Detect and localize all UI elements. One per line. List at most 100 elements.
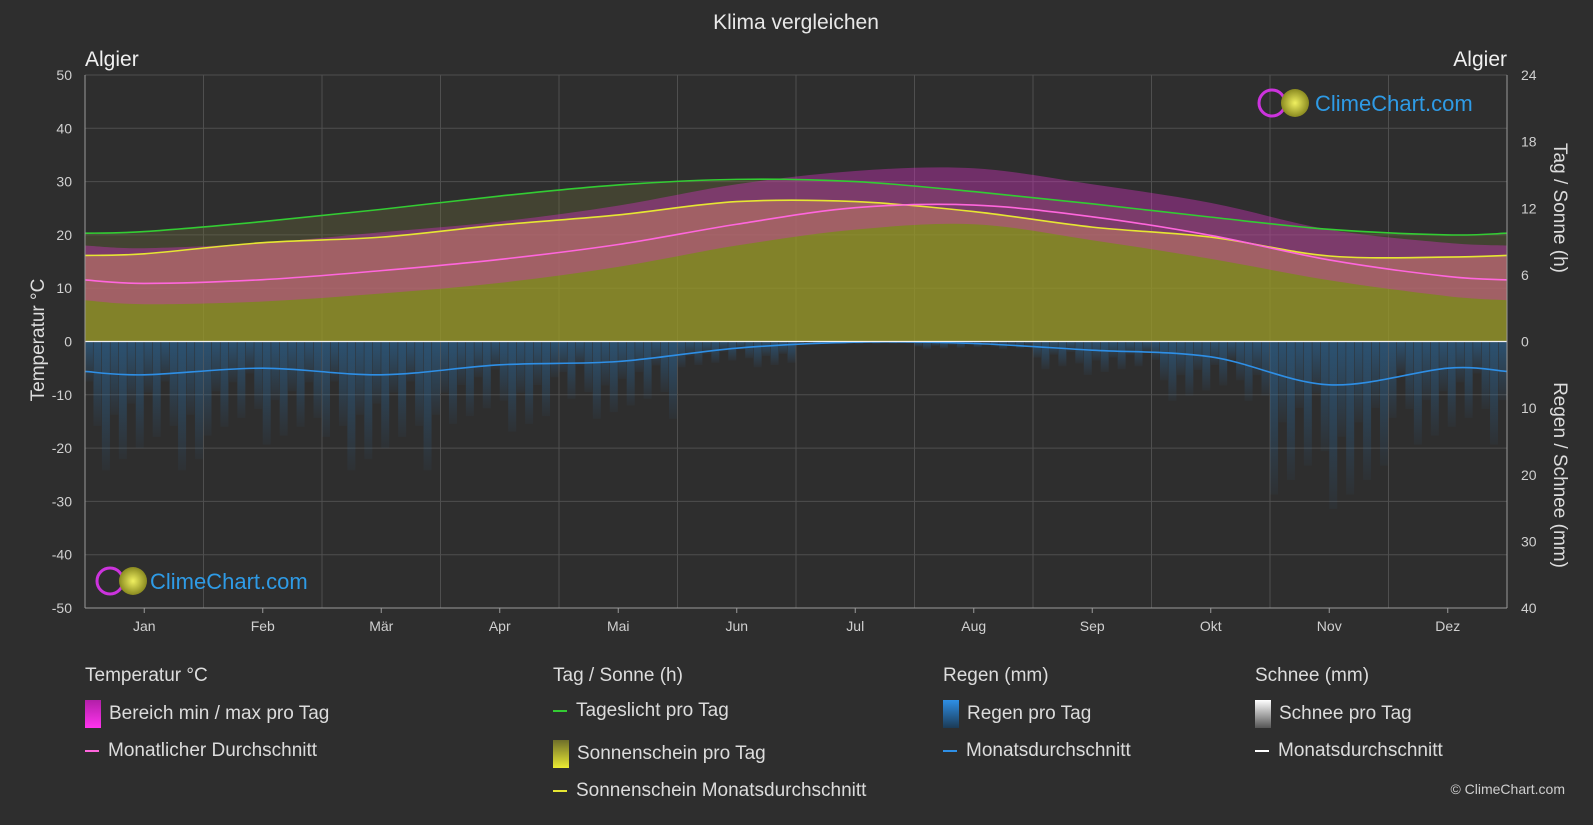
rain-bar: [779, 341, 788, 354]
rain-bar: [1371, 341, 1380, 408]
rain-bar: [1456, 341, 1465, 383]
y-axis-label-left: Temperatur °C: [28, 279, 49, 402]
rain-bar: [1473, 341, 1482, 374]
legend-label: Regen pro Tag: [967, 703, 1092, 724]
rain-bar: [457, 341, 466, 386]
rain-bar: [508, 341, 517, 432]
rain-bar: [499, 341, 508, 401]
x-tick-label: Nov: [1317, 618, 1342, 634]
rain-bar: [1337, 341, 1346, 437]
rain-bar: [228, 341, 237, 383]
rain-bar: [279, 341, 288, 436]
line-swatch-icon: [943, 750, 957, 752]
x-tick-label: Mär: [369, 618, 393, 634]
rain-bar: [1253, 341, 1262, 376]
rain-bar: [1354, 341, 1363, 423]
rain-bar: [626, 341, 635, 406]
rain-bar: [1219, 341, 1228, 386]
legend-label: Sonnenschein Monatsdurchschnitt: [576, 780, 867, 801]
legend-item-rain-avg: Monatsdurchschnitt: [943, 740, 1131, 762]
rain-bar: [736, 341, 745, 350]
rain-bar: [550, 341, 559, 378]
line-swatch-icon: [553, 710, 567, 712]
rain-bar: [305, 341, 314, 383]
rain-bar: [1210, 341, 1219, 365]
rain-bar: [1286, 341, 1295, 481]
legend-label: Monatlicher Durchschnitt: [108, 740, 318, 761]
legend-item-daylight: Tageslicht pro Tag: [553, 700, 729, 722]
rain-bar: [719, 341, 728, 352]
rain-bar: [110, 341, 119, 415]
rain-bar: [753, 341, 762, 368]
rain-bar: [288, 341, 297, 392]
rain-bar: [338, 341, 347, 426]
y-tick-label-right-bottom: 20: [1521, 467, 1537, 483]
rain-bar: [423, 341, 432, 471]
rain-bar: [1159, 341, 1168, 381]
rain-bar: [939, 341, 948, 349]
rain-bar: [1439, 341, 1448, 392]
rain-bar: [1303, 341, 1312, 466]
rain-bar: [1447, 341, 1456, 427]
rain-bar: [398, 341, 407, 437]
x-tick-label: Mai: [607, 618, 630, 634]
rain-bar: [127, 341, 136, 404]
rain-bar: [1100, 341, 1109, 373]
rain-bar: [330, 341, 339, 382]
rain-bar: [931, 341, 940, 346]
rain-bar: [685, 341, 694, 357]
y-tick-label-right-bottom: 10: [1521, 400, 1537, 416]
y-tick-label-left: -10: [52, 387, 72, 403]
rain-bar: [432, 341, 440, 415]
rain-bar: [702, 341, 711, 354]
rain-avg-line: [84, 341, 1508, 386]
rain-bar: [660, 341, 669, 393]
rain-bar: [152, 341, 161, 437]
rain-bar: [1464, 341, 1473, 418]
rain-bar: [161, 341, 170, 382]
legend-title-rain: Regen (mm): [943, 665, 1049, 686]
rain-bar: [220, 341, 229, 427]
rain-bar: [1117, 341, 1126, 370]
legend-label: Monatsdurchschnitt: [1278, 740, 1443, 761]
rain-bar: [448, 341, 457, 424]
rain-bar: [1320, 341, 1329, 452]
legend-item-snow-avg: Monatsdurchschnitt: [1255, 740, 1443, 762]
sunshine-swatch-icon: [553, 740, 569, 768]
y-tick-label-left: -20: [52, 440, 72, 456]
rain-bar: [1007, 341, 1016, 346]
rain-bar: [812, 341, 821, 344]
y-tick-label-left: 0: [64, 334, 72, 350]
rain-bar: [254, 341, 263, 410]
x-tick-label: Feb: [251, 618, 275, 634]
rain-bar: [118, 341, 127, 460]
rain-swatch-icon: [943, 700, 959, 728]
rain-bar: [1413, 341, 1422, 445]
y-axis-label-right-bottom: Regen / Schnee (mm): [1549, 382, 1570, 568]
rain-bar: [1261, 341, 1270, 396]
rain-bar: [296, 341, 305, 427]
rain-bar: [1151, 341, 1160, 360]
x-tick-label: Dez: [1435, 618, 1460, 634]
rain-bar: [245, 341, 254, 374]
legend-label: Tageslicht pro Tag: [576, 700, 729, 721]
series-lines: [84, 178, 1508, 386]
legend-title-sun: Tag / Sonne (h): [553, 665, 683, 686]
rain-bar: [465, 341, 474, 417]
y-tick-label-left: 50: [56, 67, 72, 83]
rain-bar: [1024, 341, 1033, 346]
rain-bar: [956, 341, 965, 348]
chart-title: Klima vergleichen: [713, 11, 879, 34]
rain-bar: [1109, 341, 1118, 358]
brand-text-bottom: ClimeChart.com: [150, 569, 308, 594]
rain-bar: [1143, 341, 1151, 352]
y-tick-label-right-top: 12: [1521, 200, 1537, 216]
rain-bar: [609, 341, 618, 413]
y-tick-label-left: 30: [56, 174, 72, 190]
range-swatch-icon: [85, 700, 101, 728]
y-tick-label-right-top: 0: [1521, 334, 1529, 350]
rain-bar: [389, 341, 398, 393]
rain-bar: [1185, 341, 1194, 396]
snow-swatch-icon: [1255, 700, 1271, 728]
x-tick-label: Okt: [1200, 618, 1222, 634]
